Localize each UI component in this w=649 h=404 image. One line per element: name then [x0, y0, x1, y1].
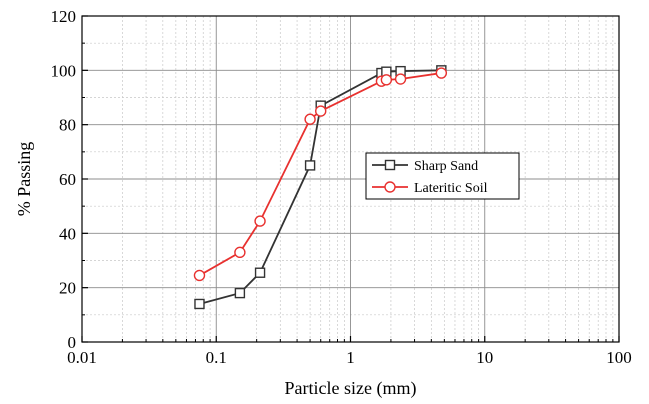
series-layer	[193, 65, 448, 310]
data-point	[234, 287, 246, 299]
legend-marker	[384, 159, 396, 171]
legend-marker	[384, 181, 396, 193]
data-point	[380, 74, 393, 86]
y-tick-label: 100	[51, 61, 77, 80]
tick-labels: 0.01 0.1 1 10 100 0 20 40 60 80 100 120	[51, 7, 632, 367]
data-point	[254, 267, 266, 278]
x-tick-label: 0.1	[206, 348, 227, 367]
x-tick-label: 10	[476, 348, 493, 367]
major-grid	[82, 16, 619, 342]
data-point	[194, 298, 205, 310]
y-tick-label: 40	[59, 224, 76, 243]
y-tick-label: 120	[51, 7, 77, 26]
legend-label: Sharp Sand	[414, 159, 478, 174]
legend: Sharp Sand Lateritic Soil	[365, 152, 520, 200]
y-tick-label: 20	[59, 279, 76, 298]
x-tick-label: 0.01	[67, 348, 97, 367]
y-tick-label: 60	[59, 170, 76, 189]
y-tick-label: 80	[59, 116, 76, 135]
x-axis-title: Particle size (mm)	[285, 378, 417, 399]
legend-label: Lateritic Soil	[414, 181, 488, 196]
data-point	[304, 113, 316, 125]
legend-item: Sharp Sand	[372, 159, 478, 174]
legend-item: Lateritic Soil	[372, 181, 488, 196]
data-point	[193, 269, 206, 282]
data-point	[315, 105, 327, 117]
data-point	[254, 215, 266, 227]
axis-ticks	[81, 15, 620, 343]
x-tick-label: 100	[606, 348, 632, 367]
data-point	[304, 160, 316, 171]
y-axis-title: % Passing	[14, 142, 34, 217]
series-lateritic-soil	[193, 67, 448, 282]
x-tick-label: 1	[346, 348, 355, 367]
y-tick-label: 0	[68, 333, 77, 352]
data-point	[435, 67, 448, 79]
data-point	[234, 246, 246, 259]
data-point	[394, 73, 407, 85]
